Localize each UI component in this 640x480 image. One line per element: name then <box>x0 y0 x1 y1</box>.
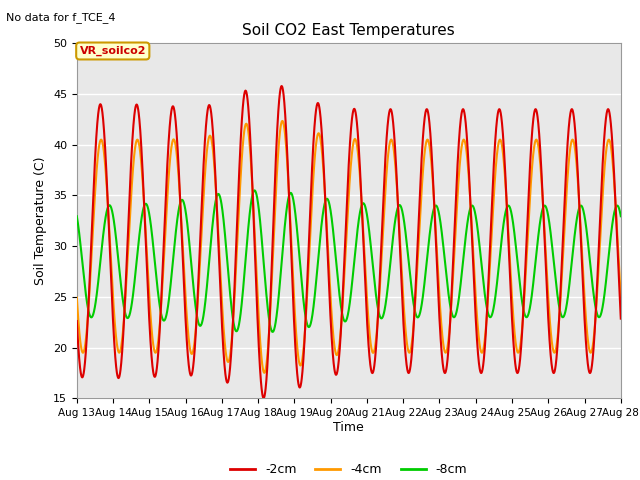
Legend: -2cm, -4cm, -8cm: -2cm, -4cm, -8cm <box>225 458 472 480</box>
Text: VR_soilco2: VR_soilco2 <box>79 46 146 56</box>
Y-axis label: Soil Temperature (C): Soil Temperature (C) <box>35 156 47 285</box>
Title: Soil CO2 East Temperatures: Soil CO2 East Temperatures <box>243 23 455 38</box>
X-axis label: Time: Time <box>333 421 364 434</box>
Text: No data for f_TCE_4: No data for f_TCE_4 <box>6 12 116 23</box>
